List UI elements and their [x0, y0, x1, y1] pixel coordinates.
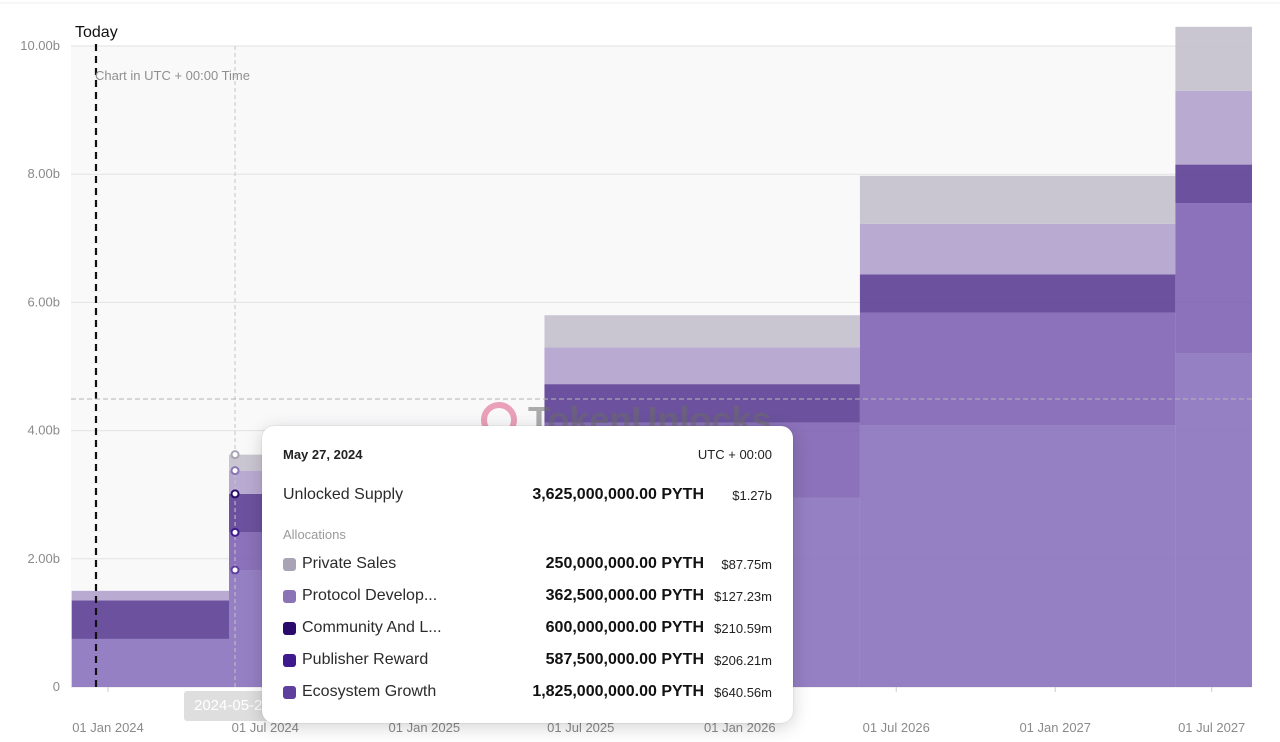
area-segment	[544, 384, 860, 423]
allocation-name: Private Sales	[302, 555, 397, 572]
allocation-name: Ecosystem Growth	[302, 683, 437, 700]
area-segment	[71, 600, 229, 639]
legend-swatch	[283, 685, 296, 699]
allocation-usd: $127.23m	[714, 588, 772, 604]
allocation-row: Private Sales 250,000,000.00 PYTH $87.75m	[283, 554, 772, 574]
allocation-row: Publisher Reward 587,500,000.00 PYTH $206.…	[283, 650, 772, 670]
supply-usd: $1.27b	[732, 487, 772, 503]
area-segment	[859, 425, 1176, 687]
allocation-name: Protocol Develop...	[302, 587, 438, 604]
x-tick-label: 01 Jan 2026	[704, 720, 776, 735]
x-tick-label: 01 Jul 2027	[1178, 720, 1245, 735]
legend-swatch	[283, 557, 296, 571]
y-tick-label: 8.00b	[27, 166, 60, 181]
hover-point	[230, 489, 240, 499]
y-tick-label: 0	[53, 679, 60, 694]
y-tick-label: 2.00b	[27, 551, 60, 566]
x-tick-label: 01 Jul 2024	[232, 720, 299, 735]
allocation-usd: $210.59m	[714, 620, 772, 636]
allocation-amount: 362,500,000.00 PYTH	[545, 587, 704, 604]
area-segment	[859, 175, 1176, 224]
allocations-heading: Allocations	[283, 527, 346, 542]
hover-point	[230, 565, 240, 575]
y-tick-label: 4.00b	[27, 423, 60, 438]
tooltip-supply-row: Unlocked Supply 3,625,000,000.00 PYTH $1…	[283, 485, 772, 505]
hover-point	[230, 527, 240, 537]
area-segment	[859, 312, 1176, 426]
allocation-name: Community And L...	[302, 619, 442, 636]
x-tick-label: 01 Jul 2025	[547, 720, 614, 735]
area-segment	[859, 223, 1176, 275]
chart-tooltip: May 27, 2024 UTC + 00:00 Unlocked Supply…	[262, 426, 793, 723]
area-segment	[1175, 203, 1252, 354]
x-tick-label: 01 Jan 2025	[389, 720, 461, 735]
area-segment	[1175, 90, 1252, 165]
area-segment	[544, 347, 860, 385]
tooltip-date: May 27, 2024	[283, 447, 363, 462]
y-axis: 0 2.00b 4.00b 6.00b 8.00b 10.00b	[20, 38, 60, 694]
area-segment	[544, 315, 860, 348]
allocation-usd: $206.21m	[714, 652, 772, 668]
area-segment	[1175, 164, 1252, 204]
area-segment	[71, 638, 229, 687]
x-tick-label: 01 Jul 2026	[863, 720, 930, 735]
allocation-row: Protocol Develop... 362,500,000.00 PYTH $1…	[283, 586, 772, 606]
legend-swatch	[283, 589, 296, 603]
tooltip-timezone: UTC + 00:00	[697, 447, 772, 462]
hover-point	[230, 450, 240, 460]
allocation-usd: $640.56m	[714, 684, 772, 700]
y-tick-label: 10.00b	[20, 38, 60, 53]
timezone-note: Chart in UTC + 00:00 Time	[95, 68, 250, 83]
x-axis: 01 Jan 2024 01 Jul 2024 01 Jan 2025 01 Jul …	[72, 687, 1245, 735]
tooltip-header: May 27, 2024 UTC + 00:00	[283, 447, 772, 462]
allocation-usd: $87.75m	[721, 556, 772, 572]
x-tick-label: 01 Jan 2024	[72, 720, 144, 735]
legend-swatch	[283, 653, 296, 667]
hover-date-flag: 2024-05-27	[184, 691, 276, 721]
allocation-amount: 1,825,000,000.00 PYTH	[532, 683, 704, 700]
area-segment	[859, 274, 1176, 313]
area-segment	[1175, 353, 1252, 687]
allocation-amount: 600,000,000.00 PYTH	[545, 619, 704, 636]
y-tick-label: 6.00b	[27, 294, 60, 309]
allocation-name: Publisher Reward	[302, 651, 429, 668]
legend-swatch	[283, 621, 296, 635]
allocation-row: Ecosystem Growth 1,825,000,000.00 PYTH $64…	[283, 682, 772, 702]
x-tick-label: 01 Jan 2027	[1019, 720, 1091, 735]
area-segment	[71, 590, 229, 601]
supply-label: Unlocked Supply	[283, 486, 404, 503]
supply-amount: 3,625,000,000.00 PYTH	[532, 486, 704, 503]
hover-point	[230, 466, 240, 476]
allocation-row: Community And L... 600,000,000.00 PYTH $21…	[283, 618, 772, 638]
allocation-amount: 250,000,000.00 PYTH	[545, 555, 704, 572]
today-label: Today	[75, 24, 118, 41]
allocation-amount: 587,500,000.00 PYTH	[545, 651, 704, 668]
area-segment	[1175, 26, 1252, 91]
